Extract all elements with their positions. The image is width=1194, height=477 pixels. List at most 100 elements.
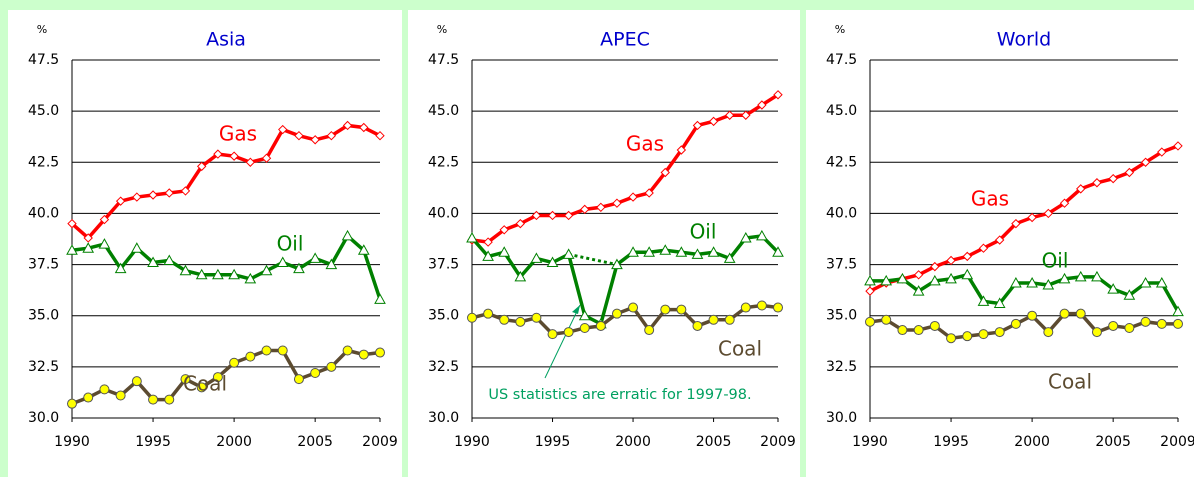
marker (294, 130, 304, 141)
marker (229, 357, 240, 368)
x-tick-label: 2000 (1014, 434, 1050, 450)
chart-title: Asia (206, 29, 246, 51)
marker (212, 268, 224, 280)
y-tick-label: 45.0 (28, 103, 59, 119)
marker (467, 312, 477, 323)
marker (358, 349, 369, 360)
marker (628, 192, 638, 202)
marker (643, 246, 656, 257)
y-tick-label: 42.5 (826, 154, 857, 170)
marker (1140, 316, 1151, 327)
marker (946, 255, 956, 266)
marker (1010, 318, 1021, 329)
marker (628, 302, 639, 313)
marker (82, 242, 95, 253)
chart-title: World (997, 29, 1051, 51)
y-tick-label: 45.0 (428, 103, 459, 119)
y-tick-label: 42.5 (28, 154, 59, 170)
series-label: Oil (277, 232, 304, 256)
marker (499, 225, 509, 235)
marker (627, 246, 639, 257)
annotation: US statistics are erratic for 1997-98. (488, 387, 751, 403)
marker (912, 285, 925, 296)
marker (773, 302, 783, 313)
marker (660, 167, 670, 178)
marker (483, 308, 494, 319)
y-tick-label: 47.5 (28, 52, 59, 68)
marker (994, 327, 1005, 338)
marker (1027, 310, 1038, 321)
marker (644, 188, 654, 198)
marker (756, 300, 767, 311)
series-label: Coal (718, 337, 762, 361)
marker (342, 120, 353, 131)
marker (99, 214, 110, 225)
marker (293, 374, 304, 385)
marker (929, 320, 940, 331)
marker (261, 153, 272, 163)
x-tick-label: 2009 (1160, 434, 1194, 450)
marker (196, 382, 207, 393)
marker (1010, 276, 1022, 288)
marker (945, 272, 957, 284)
y-tick-label: 37.5 (428, 257, 459, 273)
series-label: Coal (1048, 370, 1092, 394)
marker (913, 270, 924, 280)
marker (881, 314, 892, 325)
marker (1172, 305, 1184, 317)
x-tick-label: 1995 (135, 434, 171, 450)
marker (1108, 320, 1119, 331)
marker (115, 196, 126, 206)
y-axis-label: % (37, 23, 47, 36)
marker (563, 327, 574, 338)
series-label: Oil (1042, 249, 1069, 273)
marker (180, 186, 191, 196)
marker (1074, 270, 1087, 282)
x-tick-label: 1995 (535, 434, 571, 450)
marker (1059, 198, 1070, 208)
marker (515, 218, 526, 229)
marker (676, 304, 687, 315)
marker (1076, 184, 1086, 194)
y-tick-label: 30.0 (28, 410, 59, 426)
marker (1107, 283, 1120, 294)
marker (546, 256, 559, 268)
x-tick-label: 2005 (696, 434, 732, 450)
marker (310, 367, 321, 378)
marker (466, 231, 478, 243)
marker (993, 297, 1006, 308)
marker (374, 293, 386, 304)
marker (1139, 276, 1152, 288)
marker (562, 248, 575, 259)
marker (1092, 178, 1102, 188)
marker (483, 237, 493, 247)
marker (913, 325, 924, 336)
y-tick-label: 40.0 (428, 205, 459, 221)
marker (578, 309, 591, 321)
marker (724, 314, 735, 325)
x-tick-label: 1995 (933, 434, 969, 450)
marker (1140, 157, 1151, 167)
marker (756, 229, 768, 241)
y-tick-label: 40.0 (826, 205, 857, 221)
marker (1026, 276, 1038, 288)
marker (692, 120, 703, 131)
y-tick-label: 40.0 (28, 205, 59, 221)
marker (245, 157, 256, 167)
marker (277, 345, 288, 356)
marker (739, 231, 752, 243)
marker (676, 145, 687, 155)
y-axis-label: % (835, 23, 845, 36)
marker (309, 252, 322, 263)
marker (611, 258, 623, 270)
marker (864, 274, 876, 286)
marker (278, 124, 288, 135)
marker (978, 243, 989, 253)
marker (1058, 272, 1071, 284)
marker (83, 233, 93, 243)
marker (357, 244, 370, 255)
x-tick-label: 2009 (362, 434, 398, 450)
marker (547, 210, 558, 221)
marker (772, 246, 784, 257)
